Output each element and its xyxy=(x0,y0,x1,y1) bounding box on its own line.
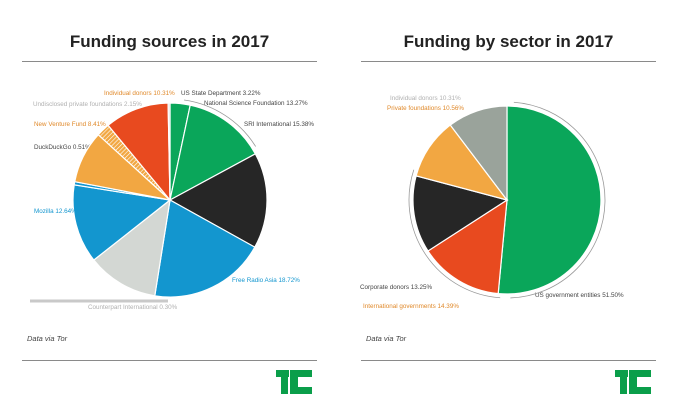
slice-label-mozilla: Mozilla 12.64% xyxy=(34,208,77,215)
leader-bracket-us-government xyxy=(510,101,606,299)
funding-by-sector-pie-chart: US government entities 51.50% Internation… xyxy=(360,95,624,310)
left-source-note: Data via Tor xyxy=(27,334,68,343)
slice-label-counterpart-international: Counterpart International 0.30% xyxy=(88,304,178,311)
slice-label-individual-donors: Individual donors 10.31% xyxy=(390,95,461,102)
pie-slice-counterpart-international xyxy=(167,102,171,201)
right-panel: Funding by sector in 2017 US government … xyxy=(339,0,678,410)
tc-logo-icon xyxy=(615,370,651,394)
leader-bracket-right-top xyxy=(184,99,256,147)
slice-label-sri-international: SRI International 15.38% xyxy=(244,121,314,128)
pie-slice-corporate-donors xyxy=(412,175,509,252)
leader-bracket-left xyxy=(408,169,501,299)
pie-slice-mozilla xyxy=(72,184,172,261)
right-source-note: Data via Tor xyxy=(366,334,407,343)
slice-label-undisclosed-private-foundations: Undisclosed private foundations 2.15% xyxy=(33,101,142,108)
slice-label-new-venture-fund: New Venture Fund 8.41% xyxy=(34,121,106,128)
tc-logo-icon xyxy=(276,370,312,394)
slice-label-national-science-foundation: National Science Foundation 13.27% xyxy=(204,100,308,107)
pie-slice-sri-international xyxy=(168,153,268,248)
right-bottom-rule xyxy=(361,360,656,361)
slice-label-us-government-entities: US government entities 51.50% xyxy=(535,292,624,299)
funding-sources-pie-chart: US State Department 3.22% National Scienc… xyxy=(30,90,314,311)
pie-slice-free-radio-asia xyxy=(154,199,256,298)
slice-label-international-governments: International governments 14.39% xyxy=(363,303,459,310)
left-top-rule xyxy=(22,61,317,62)
left-chart-title: Funding sources in 2017 xyxy=(69,32,270,51)
left-panel: Funding sources in 2017 US State Departm… xyxy=(22,32,317,361)
slice-label-free-radio-asia: Free Radio Asia 18.72% xyxy=(232,277,300,284)
slice-label-us-state-department: US State Department 3.22% xyxy=(181,90,261,97)
slice-label-duckduckgo: DuckDuckGo 0.51% xyxy=(34,144,91,151)
pie-slice-national-science-foundation xyxy=(169,104,257,202)
slice-label-individual-donors: Individual donors 10.31% xyxy=(104,90,175,97)
pie-slice-us-government-entities xyxy=(497,105,602,295)
right-top-rule xyxy=(361,61,656,62)
pie-slice-sweden-international-development-cooperation xyxy=(92,198,171,297)
left-bottom-rule xyxy=(22,360,317,361)
pie-slice-individual-donors xyxy=(449,105,508,202)
slice-label-corporate-donors: Corporate donors 13.25% xyxy=(360,284,433,291)
right-chart-title: Funding by sector in 2017 xyxy=(403,32,614,51)
pie-slice-international-governments xyxy=(427,198,508,295)
slice-label-private-foundations: Private foundations 10.56% xyxy=(387,105,464,112)
